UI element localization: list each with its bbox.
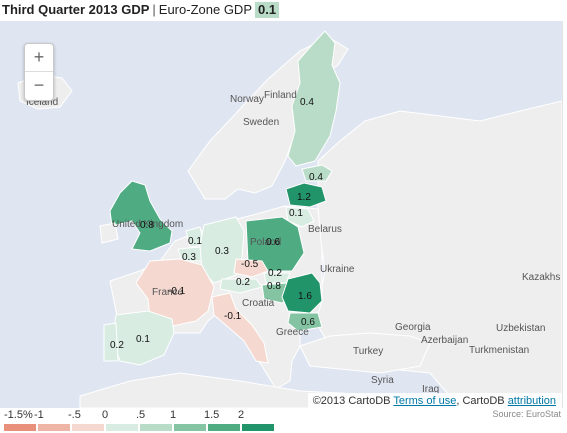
value-austria: 0.2 [236,277,250,288]
color-legend: -1.5% -1 -.5 0 .5 1 1.5 2 [0,408,274,433]
value-estonia: 0.4 [309,172,323,183]
legend-swatch [106,424,138,431]
value-bulgaria: 0.6 [301,317,315,328]
value-netherlands: 0.1 [188,236,202,247]
map-attribution: ©2013 CartoDB Terms of use, CartoDB attr… [307,393,562,408]
eurozone-gdp-badge: 0.1 [254,2,280,18]
label-turkmenistan: Turkmenistan [469,345,529,356]
zoom-out-button[interactable]: − [33,75,45,95]
legend-label: .5 [136,409,146,421]
label-azerbaijan: Azerbaijan [421,335,468,346]
legend-label: 0 [102,409,109,421]
source-note: Source: EuroStat [492,409,561,419]
legend-swatch [4,424,36,431]
legend-label: 1.5 [204,409,220,421]
label-iraq: Iraq [422,384,439,395]
label-belarus: Belarus [308,224,342,235]
zoom-in-button[interactable]: + [25,44,53,72]
legend-swatch [140,424,172,431]
label-finland: Finland [264,90,297,101]
map-svg: Iceland Norway Sweden Finland United Kin… [0,21,562,408]
legend-swatch [38,424,70,431]
map-title: Third Quarter 2013 GDP | Euro-Zone GDP 0.1 [0,0,567,20]
zoom-control: + − [24,43,54,101]
label-turkey: Turkey [353,346,383,357]
eastern-landmass [314,100,562,408]
title-separator: | [152,2,156,17]
value-portugal: 0.2 [110,340,124,351]
legend-swatch [208,424,240,431]
country-lithuania[interactable] [285,206,315,228]
country-portugal[interactable] [103,322,119,362]
value-italy: -0.1 [224,311,242,322]
country-italy[interactable] [211,292,269,364]
label-norway: Norway [230,94,264,105]
country-germany[interactable] [199,216,245,284]
value-latvia: 1.2 [297,192,311,203]
map-canvas[interactable]: Iceland Norway Sweden Finland United Kin… [0,21,563,408]
country-latvia[interactable] [285,182,327,208]
country-czech[interactable] [233,258,269,278]
country-ireland[interactable] [99,222,119,244]
choropleth-countries [99,30,341,366]
legend-label: 2 [238,409,245,421]
country-bulgaria[interactable] [287,312,323,332]
turkey-shape [299,332,431,374]
value-france: -0.1 [168,286,186,297]
legend-swatch [72,424,104,431]
country-austria[interactable] [219,278,263,294]
label-kazakhstan: Kazakhs [522,272,560,283]
label-ukraine: Ukraine [320,264,355,275]
label-united-kingdom: United Kingdom [112,219,183,230]
value-germany: 0.3 [215,246,229,257]
label-sweden: Sweden [243,117,279,128]
value-spain: 0.1 [136,334,150,345]
legend-label: 1 [170,409,177,421]
country-france[interactable] [135,258,215,328]
value-belgium: 0.3 [182,252,196,263]
gdp-value-labels: 0.4 0.4 1.2 0.1 0.8 0.1 0.3 0.3 0.6 -0.5… [110,97,323,351]
label-france: France [152,287,184,298]
value-lithuania: 0.1 [289,208,303,219]
label-georgia: Georgia [395,322,431,333]
country-estonia[interactable] [301,164,333,182]
value-slovakia: 0.2 [268,268,282,279]
label-poland: Poland [250,237,281,248]
place-labels: Iceland Norway Sweden Finland United Kin… [26,90,560,395]
attribution-middle: , CartoDB [456,395,505,407]
country-romania[interactable] [281,272,323,314]
country-finland[interactable] [287,30,341,167]
value-uk: 0.8 [140,220,154,231]
legend-label: -1 [34,409,44,421]
value-hungary: 0.8 [267,281,281,292]
attribution-copyright: ©2013 CartoDB [312,395,391,407]
label-iceland: Iceland [26,97,58,108]
legend-swatch [242,424,274,431]
attribution-link[interactable]: attribution [507,395,556,407]
value-romania: 1.6 [298,291,312,302]
legend-swatch [174,424,206,431]
terms-of-use-link[interactable]: Terms of use [393,395,457,407]
label-uzbekistan: Uzbekistan [496,323,545,334]
title-subtitle: Euro-Zone GDP [158,2,252,17]
title-main: Third Quarter 2013 GDP [2,2,150,17]
value-czech: -0.5 [241,259,259,270]
label-croatia: Croatia [242,298,275,309]
label-greece: Greece [276,327,309,338]
legend-label: -.5 [68,409,81,421]
value-finland: 0.4 [300,97,314,108]
value-poland: 0.6 [266,237,280,248]
legend-label: -1.5% [4,409,33,421]
label-syria: Syria [371,375,394,386]
